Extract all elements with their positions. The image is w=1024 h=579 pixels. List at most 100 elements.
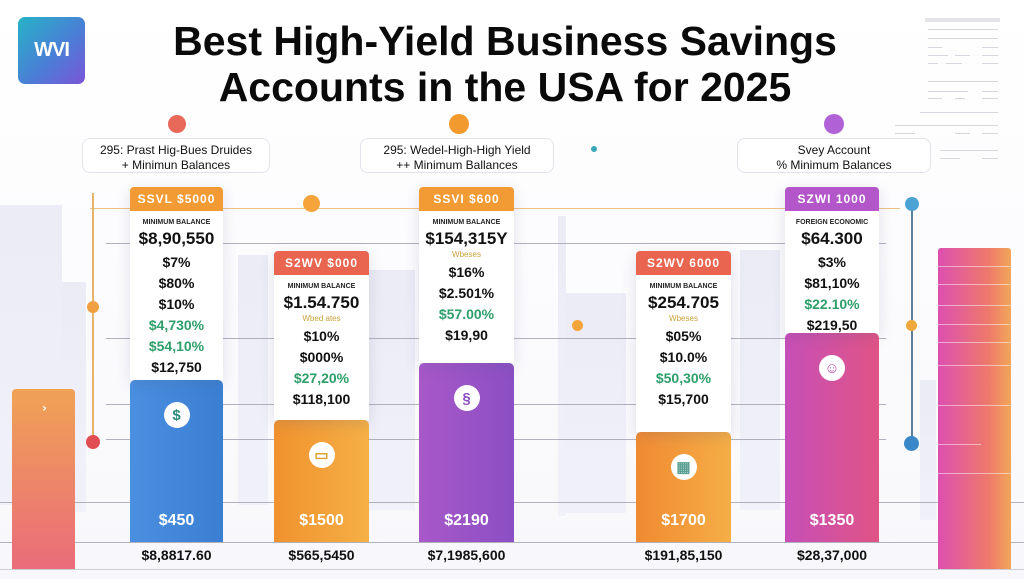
card-subtitle: MINIMUM BALANCE: [649, 283, 718, 290]
account-card: S2WV 6000 MINIMUM BALANCE $254.705 Wbeses $0…: [636, 251, 731, 432]
card-stat: $27,20%: [293, 370, 350, 386]
group-dot: [449, 114, 469, 134]
card-header: S2WV 6000: [636, 251, 731, 275]
bar: ☺ $1350: [785, 333, 879, 542]
card-stat: $3%: [817, 254, 847, 270]
side-bar-right: [938, 248, 1011, 569]
card-subtitle: MINIMUM BALANCE: [287, 283, 356, 290]
group-label: 295: Wedel-High-High Yield ++ Minimum Ba…: [360, 138, 554, 173]
card-stat: $10%: [158, 296, 195, 312]
axis-marker: [86, 435, 100, 449]
decorative-dot: [303, 195, 320, 212]
bottom-value-label: $191,85,150: [644, 547, 723, 563]
side-bar-left: ›: [12, 389, 75, 569]
card-stat: $118,100: [292, 391, 351, 407]
card-balance: $154,315Y: [425, 229, 508, 248]
card-balance: $1.54.750: [283, 293, 360, 312]
title-line-2: Accounts in the USA for 2025: [218, 64, 792, 110]
account-card: S2WV $000 MINIMUM BALANCE $1.54.750 Wbed at…: [274, 251, 369, 420]
card-subtitle: MINIMUM BALANCE: [142, 219, 211, 226]
card-header: SSVI $600: [419, 187, 514, 211]
group-label-line-1: 295: Prast Hig-Bues Druides: [99, 143, 253, 157]
calculator-icon: ▦: [670, 454, 697, 480]
axis-marker: [906, 320, 917, 331]
cash-icon: ▭: [308, 442, 335, 468]
card-stat: $12,750: [151, 359, 202, 375]
card-stat: $57.00%: [438, 306, 495, 322]
bottom-value-label: $28,37,000: [796, 547, 868, 563]
card-stat: $000%: [299, 349, 344, 365]
bg-block: [920, 380, 936, 520]
card-header: S2WV $000: [274, 251, 369, 275]
bg-block: [365, 270, 415, 510]
bar-value-label: $1700: [661, 512, 706, 529]
axis-marker: [87, 301, 99, 313]
title-line-1: Best High-Yield Business Savings: [173, 18, 837, 64]
bar: ▭ $1500: [274, 420, 369, 542]
gridline: [0, 569, 1024, 570]
logo-text: WVI: [34, 39, 70, 61]
logo: WVI: [18, 17, 85, 84]
swirl-icon: §: [453, 385, 480, 411]
card-stat: $05%: [665, 328, 702, 344]
group-label-line-2: ++ Minimum Ballances: [396, 158, 518, 172]
bar-value-label: $450: [158, 512, 195, 529]
card-subtitle: FOREIGN ECONOMIC: [795, 219, 869, 226]
bg-block: [740, 250, 780, 510]
decorative-dot: [572, 320, 583, 331]
group-dot: [824, 114, 844, 134]
group-label: Svey Account % Minimum Balances: [737, 138, 931, 173]
card-stat: $15,700: [658, 391, 709, 407]
card-stat: $80%: [158, 275, 195, 291]
decorative-dot: [591, 146, 597, 152]
card-header: SSVL $5000: [130, 187, 223, 211]
bar: $ $450: [130, 380, 223, 542]
dollar-icon: $: [163, 402, 190, 428]
bar-value-label: $2190: [444, 512, 489, 529]
card-stat: $81,10%: [804, 275, 860, 291]
bar: § $2190: [419, 363, 514, 542]
card-header: SZWI 1000: [785, 187, 879, 211]
card-balance: $254.705: [648, 293, 719, 312]
card-stat: $22.10%: [804, 296, 860, 312]
group-dot: [168, 115, 186, 133]
smile-icon: ☺: [819, 355, 845, 381]
group-label-line-1: 295: Wedel-High-High Yield: [383, 143, 531, 157]
card-stat: $2.501%: [438, 285, 495, 301]
left-axis-line: [92, 193, 94, 443]
axis-marker: [904, 436, 919, 451]
group-label-line-2: + Minimun Balances: [121, 158, 231, 172]
card-stat: $10%: [303, 328, 340, 344]
card-stat: $16%: [448, 264, 485, 280]
axis-marker: [905, 197, 919, 211]
bar: ▦ $1700: [636, 432, 731, 542]
group-label: 295: Prast Hig-Bues Druides + Minimun Ba…: [82, 138, 270, 173]
chevron-right-icon: ›: [42, 401, 47, 415]
bg-block: [558, 216, 566, 516]
card-stat: $219,50: [806, 317, 858, 333]
gridline: [0, 542, 1024, 543]
card-balance: $64.300: [801, 229, 863, 248]
card-stat: $4,730%: [148, 317, 205, 333]
card-stat: $10.0%: [659, 349, 708, 365]
bottom-value-label: $8,8817.60: [141, 547, 212, 563]
card-stat: $19,90: [445, 327, 488, 343]
bottom-value-label: $565,5450: [288, 547, 355, 563]
bar-value-label: $1500: [299, 512, 344, 529]
card-tag: Wbed ates: [302, 314, 341, 323]
group-label-line-2: % Minimum Balances: [776, 158, 892, 172]
card-tag: Wbeses: [452, 250, 481, 259]
group-label-line-1: Svey Account: [797, 143, 871, 157]
page-title: Best High-Yield Business Savings Account…: [150, 18, 860, 110]
card-stat: $7%: [162, 254, 191, 270]
card-tag: Wbeses: [669, 314, 698, 323]
card-balance: $8,90,550: [138, 229, 215, 248]
bg-block: [238, 255, 268, 505]
card-stat: $50,30%: [655, 370, 712, 386]
bar-value-label: $1350: [809, 512, 855, 529]
account-card: SSVL $5000 MINIMUM BALANCE $8,90,550 $7% $80…: [130, 187, 223, 380]
account-card: SZWI 1000 FOREIGN ECONOMIC $64.300 $3% $81,1…: [785, 187, 879, 333]
account-card: SSVI $600 MINIMUM BALANCE $154,315Y Wbeses $…: [419, 187, 514, 363]
card-subtitle: MINIMUM BALANCE: [432, 219, 501, 226]
